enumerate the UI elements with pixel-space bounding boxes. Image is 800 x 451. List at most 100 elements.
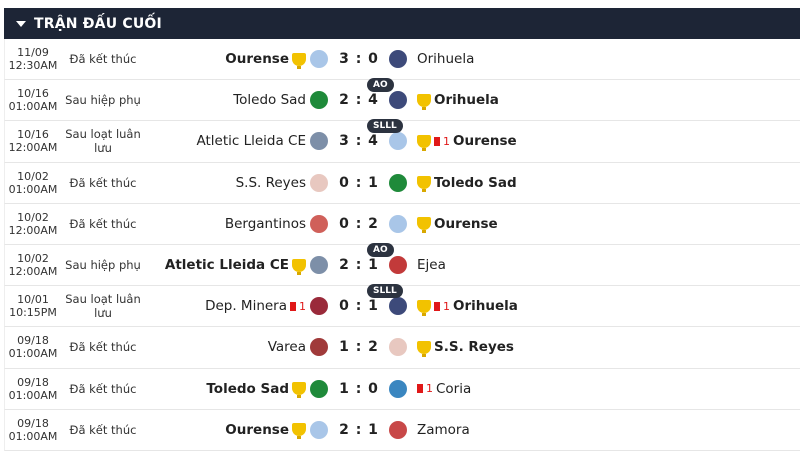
match-time: 12:00AM [8,223,58,237]
match-time: 01:00AM [8,182,58,196]
away-team-name[interactable]: Ourense [453,133,517,150]
red-card-count: 1 [426,382,433,396]
away-team-name[interactable]: Ourense [434,215,498,232]
home-team[interactable]: Ourense [225,421,306,440]
away-team-name[interactable]: Ejea [417,257,446,274]
home-team-name[interactable]: Atletic Lleida CE [196,133,306,150]
home-team[interactable]: Toledo Sad [233,92,306,108]
match-date: 10/02 [17,169,49,183]
result-type-badge: AO [367,78,394,93]
match-row[interactable]: 10/02 01:00AM Đã kết thúc S.S. Reyes 0 : 1 To… [4,162,800,204]
home-team[interactable]: Atletic Lleida CE [164,257,306,275]
away-team-name[interactable]: S.S. Reyes [434,339,514,356]
match-status: Sau loạt luân lưu [65,292,141,321]
section-title: TRẬN ĐẤU CUỐI [34,15,162,32]
away-team[interactable]: Toledo Sad [417,174,517,193]
away-team-name[interactable]: Orihuela [434,92,499,109]
away-team-name[interactable]: Orihuela [417,51,475,68]
trophy-icon [292,382,306,399]
match-row[interactable]: 09/18 01:00AM Đã kết thúc Ourense 2 : 1 Zamor… [4,409,800,451]
home-team-logo [310,379,328,398]
away-team-logo [389,338,407,357]
match-score[interactable]: 2 : 1 [339,257,379,274]
match-row[interactable]: 09/18 01:00AM Đã kết thúc Varea 1 : 2 S.S. Re… [4,327,800,369]
match-date: 10/16 [17,128,49,142]
match-status: Đã kết thúc [69,381,137,396]
red-card-count: 1 [443,134,450,148]
match-date: 09/18 [17,334,49,348]
home-team-name[interactable]: S.S. Reyes [235,174,306,191]
match-status: Đã kết thúc [69,52,137,67]
home-team-name[interactable]: Toledo Sad [206,380,289,397]
red-card-count: 1 [443,299,450,313]
match-score[interactable]: 3 : 4 [339,133,379,150]
match-date: 11/09 [17,46,49,60]
match-row[interactable]: 10/01 10:15PM Sau loạt luân lưu Dep. Minera… [4,284,800,328]
match-score[interactable]: 0 : 1 [339,174,379,191]
match-datetime: 10/01 10:15PM [5,293,61,319]
match-score[interactable]: 0 : 1 [339,298,379,315]
away-team[interactable]: S.S. Reyes [417,339,514,357]
home-team[interactable]: Ourense [225,51,306,69]
match-datetime: 10/02 01:00AM [5,170,61,196]
away-team[interactable]: Orihuela [417,92,499,110]
home-team-name[interactable]: Ourense [225,51,289,68]
match-row[interactable]: 10/02 12:00AM Sau hiệp phụ Atletic Lleida C… [4,242,800,287]
home-team-name[interactable]: Bergantinos [224,215,306,232]
home-team[interactable]: S.S. Reyes [236,175,306,191]
match-score[interactable]: 1 : 0 [339,380,379,397]
trophy-icon [417,134,431,151]
match-score[interactable]: 2 : 4 [339,92,379,109]
match-row[interactable]: 10/16 12:00AM Sau loạt luân lưu Atletic Lle… [4,119,800,163]
match-time: 01:00AM [8,429,58,443]
match-row[interactable]: 10/02 12:00AM Đã kết thúc Bergantinos 0 : 2 O… [4,203,800,245]
home-team[interactable]: Dep. Minera 1 [205,298,306,314]
away-team-logo [389,50,407,69]
away-team-name[interactable]: Zamora [417,421,470,438]
home-team-logo [310,297,328,316]
match-row[interactable]: 10/16 01:00AM Sau hiệp phụ Toledo Sad 2 : 4 O… [4,78,800,122]
home-team-logo [310,173,328,192]
away-team[interactable]: Zamora [417,422,470,438]
match-datetime: 10/02 12:00AM [5,252,61,278]
home-team-name[interactable]: Toledo Sad [233,92,306,109]
home-team[interactable]: Varea [268,339,306,355]
match-datetime: 09/18 01:00AM [5,334,61,360]
home-team-name[interactable]: Atletic Lleida CE [164,257,289,274]
home-team[interactable]: Bergantinos [225,216,306,232]
match-score[interactable]: 2 : 1 [339,421,379,438]
match-status: Sau hiệp phụ [65,258,141,273]
away-team-logo [389,214,407,233]
match-date: 10/02 [17,210,49,224]
away-team-name[interactable]: Toledo Sad [434,174,517,191]
home-team-name[interactable]: Dep. Minera [205,298,287,315]
home-team[interactable]: Atletic Lleida CE [196,133,306,149]
result-type-badge: AO [367,242,394,257]
match-row[interactable]: 11/09 12:30AM Đã kết thúc Ourense 3 : 0 Orihu… [4,39,800,81]
away-team[interactable]: 1 Ourense [417,133,517,151]
match-score[interactable]: 1 : 2 [339,339,379,356]
home-red-card: 1 [290,300,306,313]
home-team-name[interactable]: Varea [267,339,306,356]
match-date: 10/16 [17,87,49,101]
home-team[interactable]: Toledo Sad [206,380,306,399]
away-team-logo [389,173,407,192]
match-time: 01:00AM [8,388,58,402]
trophy-icon [417,217,431,234]
away-team[interactable]: Ourense [417,215,498,234]
match-date: 10/01 [17,293,49,307]
match-time: 10:15PM [9,306,57,320]
match-score[interactable]: 3 : 0 [339,51,379,68]
away-team-name[interactable]: Orihuela [453,298,518,315]
away-team[interactable]: Orihuela [417,51,474,67]
trophy-icon [292,423,306,440]
section-header[interactable]: TRẬN ĐẤU CUỐI [4,8,800,39]
home-team-name[interactable]: Ourense [225,421,289,438]
away-team[interactable]: Ejea [417,257,446,273]
home-team-logo [310,50,328,69]
away-team[interactable]: 1 Orihuela [417,298,518,316]
away-team[interactable]: 1 Coria [417,381,471,397]
away-team-name[interactable]: Coria [436,380,472,397]
match-score[interactable]: 0 : 2 [339,215,379,232]
